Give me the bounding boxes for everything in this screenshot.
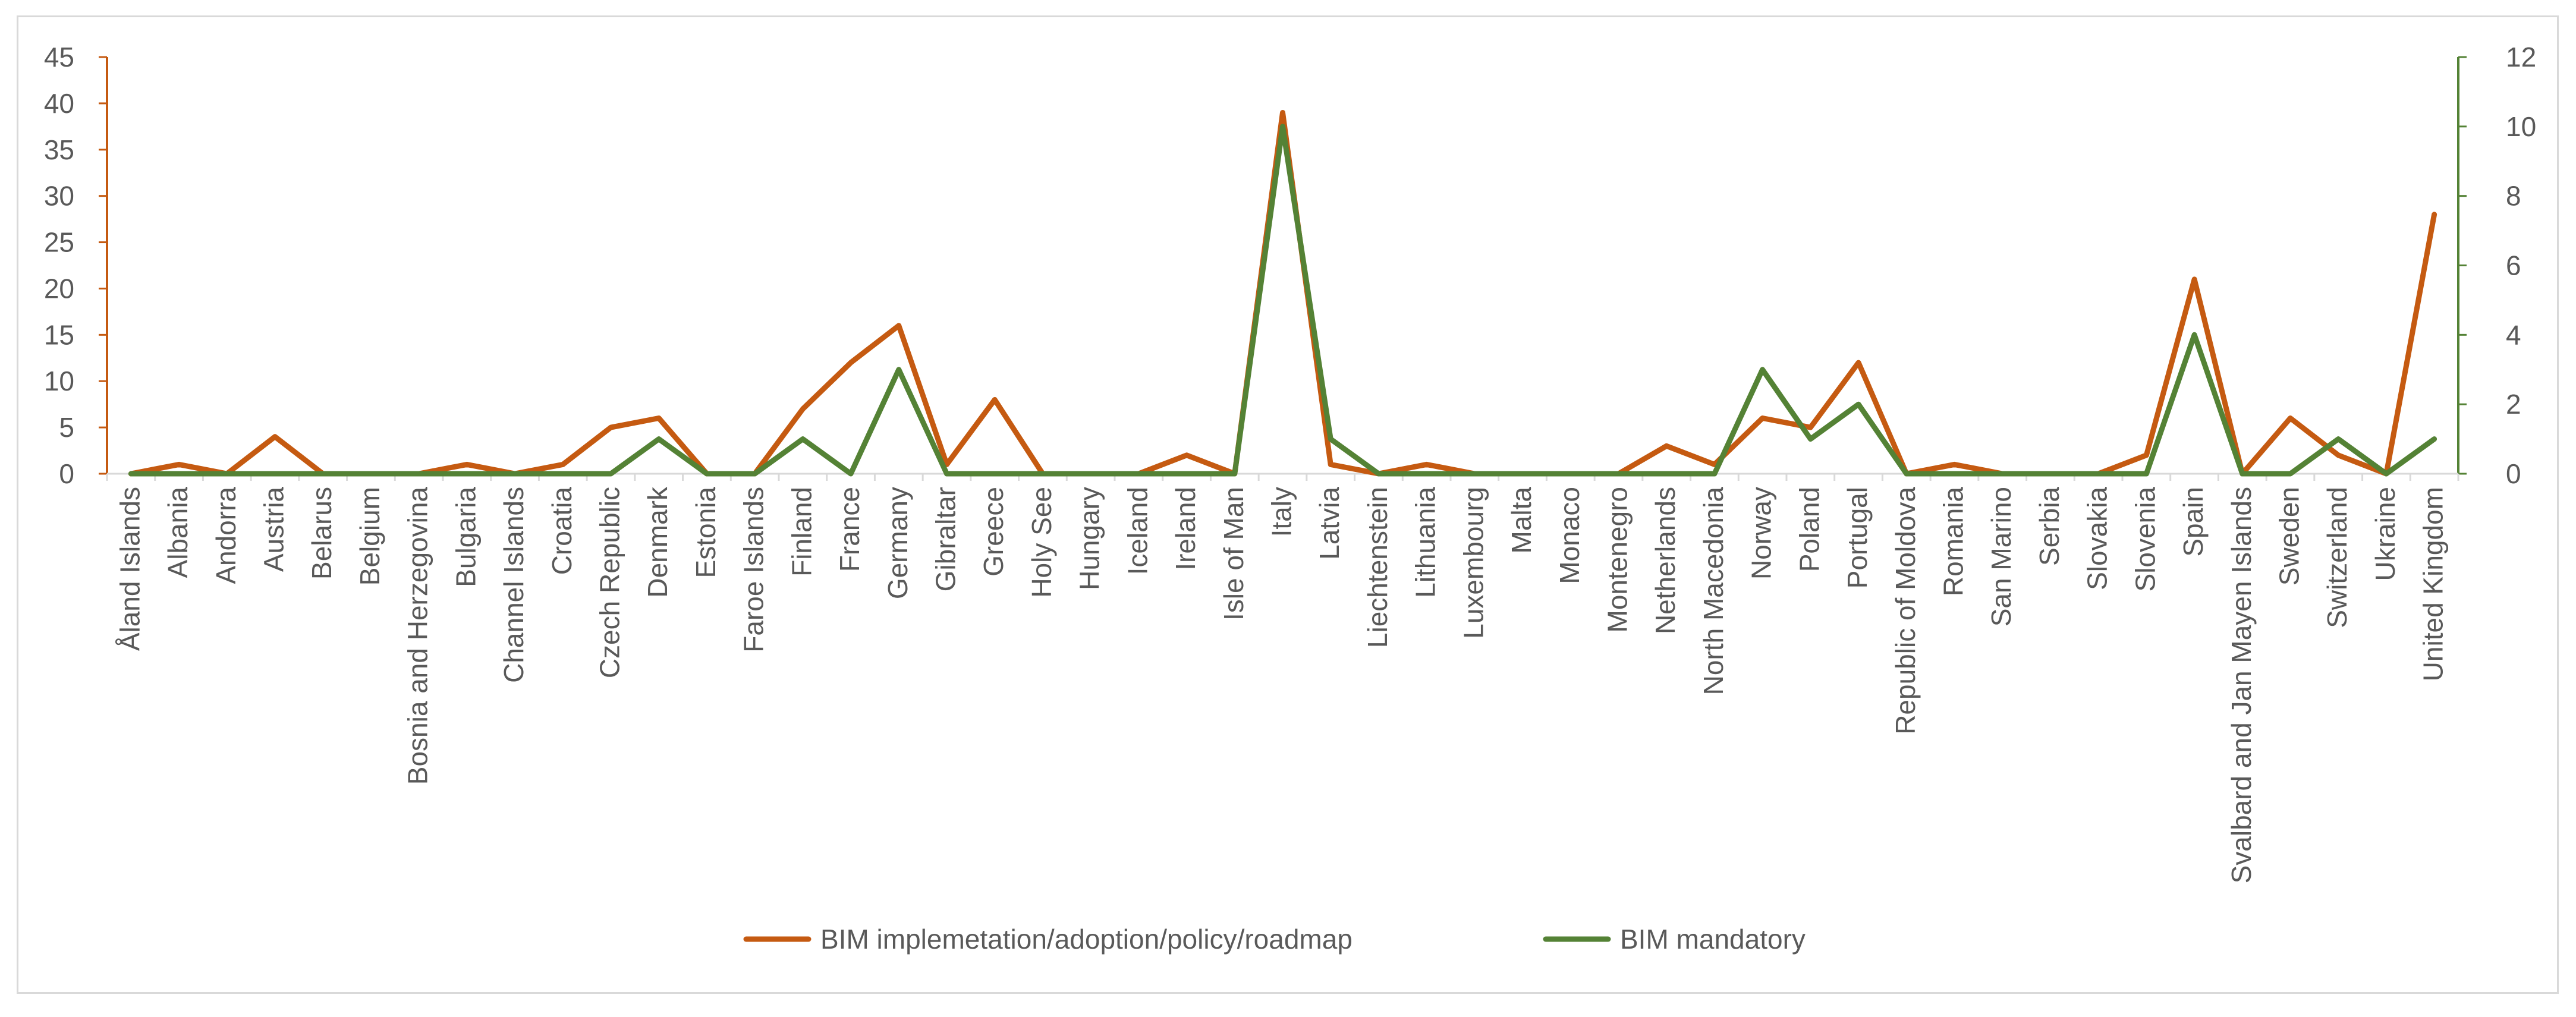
x-axis-tick-label: North Macedonia (1698, 487, 1729, 695)
legend: BIM implemetation/adoption/policy/roadma… (743, 924, 1806, 955)
x-axis-tick-label: Luxembourg (1458, 487, 1489, 639)
legend-label-1: BIM implemetation/adoption/policy/roadma… (820, 924, 1353, 955)
series-line-1 (128, 110, 2437, 477)
x-axis-tick-label: Austria (259, 487, 290, 572)
x-axis-tick-label: Finland (786, 487, 817, 577)
right-axis-tick-label: 8 (2506, 181, 2521, 212)
x-axis-labels: Åland Islands Albania Andorra Austria Belaru… (114, 486, 2448, 883)
x-axis-tick-label: Portugal (1842, 487, 1873, 588)
left-axis-tick-label: 40 (44, 88, 74, 119)
x-axis-tick-label: France (834, 487, 865, 572)
left-axis-tick-label: 25 (44, 227, 74, 258)
x-axis-tick-label: Montenegro (1602, 487, 1633, 633)
right-axis-tick-label: 4 (2506, 319, 2521, 350)
x-axis-tick-label: Denmark (642, 486, 673, 598)
x-axis-tick-label: Germany (882, 487, 913, 599)
x-axis-tick-label: Croatia (546, 487, 577, 575)
x-axis-tick-label: United Kingdom (2418, 487, 2449, 681)
x-axis-tick-label: Slovakia (2082, 487, 2113, 590)
x-axis-tick-label: Belarus (306, 487, 337, 580)
x-axis-tick-label: Serbia (2034, 487, 2065, 566)
x-axis-tick-label: Spain (2178, 487, 2209, 557)
left-axis-tick-label: 45 (44, 42, 74, 73)
left-axis-tick-label: 5 (59, 412, 74, 443)
x-axis-tick-label: Greece (978, 487, 1009, 577)
x-axis-tick-label: Faroe Islands (738, 487, 769, 653)
x-axis-tick-label: Ireland (1170, 487, 1201, 571)
x-axis-tick-label: Åland Islands (114, 487, 145, 651)
left-axis-tick-label: 35 (44, 134, 74, 165)
x-axis-tick-label: Malta (1506, 487, 1537, 554)
series-line-2 (128, 124, 2437, 477)
left-axis-tick-label: 10 (44, 366, 74, 396)
x-axis-tick-label: Iceland (1122, 487, 1153, 575)
x-axis-tick-label: Switzerland (2322, 487, 2352, 628)
x-axis-tick-label: Romania (1938, 487, 1969, 597)
x-axis-tick-label: Holy See (1026, 487, 1057, 598)
x-axis-tick-label: Poland (1794, 487, 1825, 572)
x-axis-tick-label: Liechtenstein (1362, 487, 1393, 648)
x-axis-tick-label: Ukraine (2370, 487, 2401, 581)
right-axis-tick-label: 2 (2506, 389, 2521, 420)
right-axis-tick-label: 12 (2506, 42, 2536, 73)
right-axis-tick-label: 10 (2506, 111, 2536, 142)
x-axis-tick-label: Svalbard and Jan Mayen Islands (2226, 487, 2257, 883)
left-axis-tick-label: 15 (44, 319, 74, 350)
x-axis-tick-label: Bosnia and Herzegovina (402, 487, 433, 785)
x-axis-tick-label: Sweden (2274, 487, 2305, 585)
x-axis-tick-label: San Marino (1986, 487, 2017, 626)
x-axis-tick-label: Belgium (354, 487, 385, 585)
x-axis-tick-label: Slovenia (2130, 487, 2160, 592)
left-axis-tick-label: 30 (44, 181, 74, 212)
x-axis-tick-label: Czech Republic (595, 487, 625, 678)
x-axis-tick-label: Latvia (1314, 487, 1345, 560)
series-lines (128, 110, 2437, 477)
x-axis-tick-label: Channel Islands (498, 487, 529, 683)
x-axis-tick-label: Gibraltar (930, 487, 961, 591)
x-axis-tick-label: Lithuania (1410, 487, 1441, 598)
left-axis-tick-label: 20 (44, 273, 74, 304)
x-axis-tick-label: Monaco (1554, 487, 1585, 584)
x-axis-tick-label: Isle of Man (1218, 487, 1249, 621)
x-axis-tick-label: Norway (1746, 487, 1777, 580)
x-axis-tick-label: Albania (162, 487, 193, 578)
chart-frame (17, 15, 2559, 994)
right-axis-tick-label: 0 (2506, 458, 2521, 489)
x-axis-tick-label: Republic of Moldova (1890, 487, 1921, 735)
x-axis-tick-label: Hungary (1074, 487, 1105, 590)
x-axis-tick-label: Italy (1266, 487, 1297, 537)
x-axis-tick-label: Bulgaria (450, 487, 481, 587)
legend-label-2: BIM mandatory (1620, 924, 1806, 955)
x-axis-tick-label: Andorra (210, 487, 241, 584)
x-axis-tick-label: Estonia (690, 487, 721, 578)
right-axis-tick-label: 6 (2506, 250, 2521, 281)
x-axis-tick-label: Netherlands (1650, 487, 1681, 634)
left-axis-tick-label: 0 (59, 458, 74, 489)
